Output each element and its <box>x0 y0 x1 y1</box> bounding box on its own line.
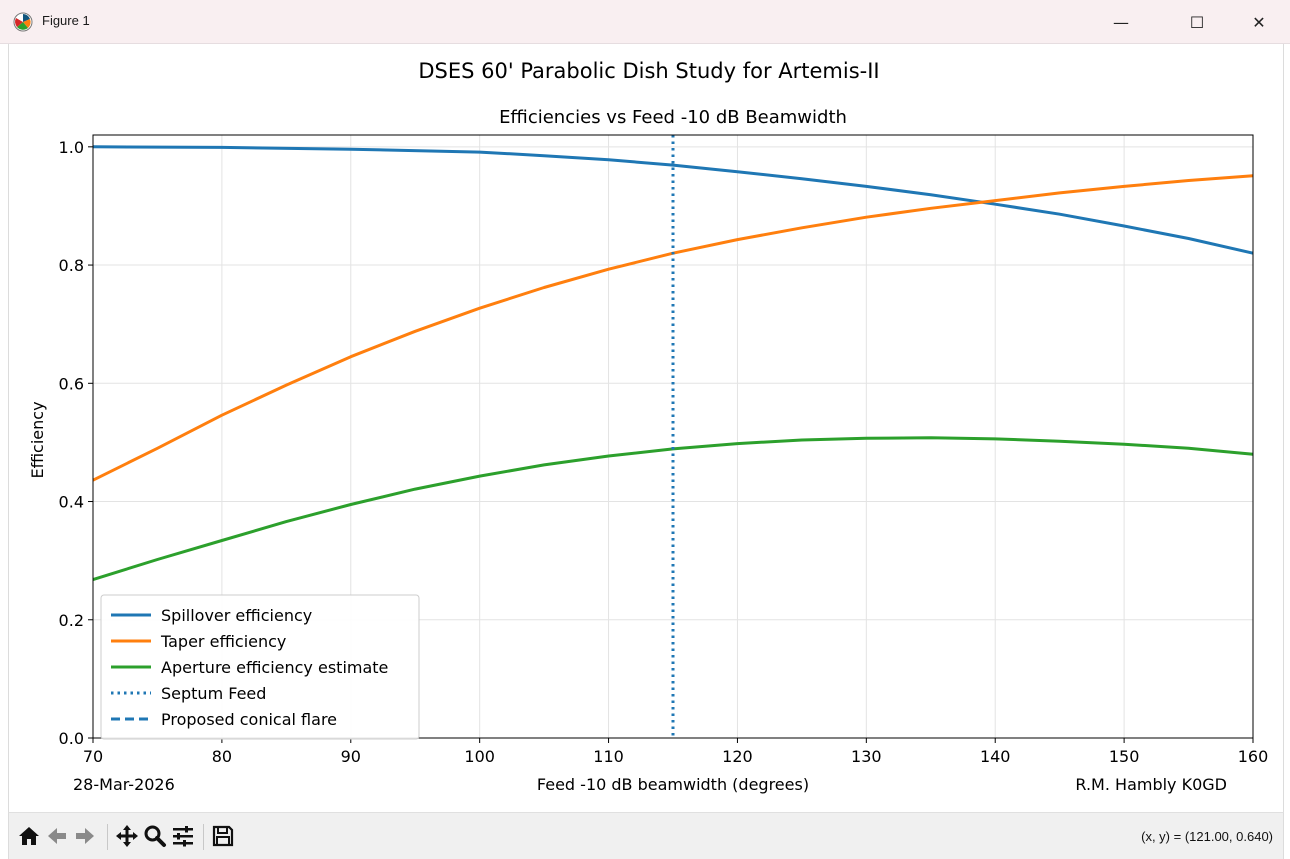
x-tick-label: 160 <box>1238 747 1269 766</box>
axis-ticks: 70 80 90 100 110 120 130 140 150 160 0.0 0.2 0.4 0.6 0… <box>59 138 1269 766</box>
toolbar-separator <box>107 824 108 850</box>
home-icon[interactable] <box>15 822 43 850</box>
matplotlib-logo-icon <box>13 12 33 32</box>
maximize-icon: ☐ <box>1189 12 1205 32</box>
zoom-icon[interactable] <box>141 822 169 850</box>
y-tick-label: 0.6 <box>59 374 84 393</box>
legend-label: Proposed conical flare <box>161 710 337 729</box>
save-icon[interactable] <box>209 822 237 850</box>
x-axis-label: Feed -10 dB beamwidth (degrees) <box>537 775 809 794</box>
axes-frame <box>92 134 1254 739</box>
chart: DSES 60' Parabolic Dish Study for Artemi… <box>28 59 1269 794</box>
legend-label: Septum Feed <box>161 684 266 703</box>
legend-label: Aperture efficiency estimate <box>161 658 388 677</box>
pan-icon[interactable] <box>113 822 141 850</box>
y-tick-label: 0.8 <box>59 256 84 275</box>
x-tick-label: 130 <box>851 747 882 766</box>
x-tick-label: 140 <box>980 747 1011 766</box>
footer-date: 28-Mar-2026 <box>73 775 175 794</box>
series-line <box>92 145 1254 255</box>
figure-suptitle: DSES 60' Parabolic Dish Study for Artemi… <box>418 59 879 83</box>
cursor-coordinates: (x, y) = (121.00, 0.640) <box>1141 829 1273 844</box>
x-tick-label: 150 <box>1109 747 1140 766</box>
x-tick-label: 120 <box>722 747 753 766</box>
minimize-icon: — <box>1113 12 1129 32</box>
navigation-toolbar: (x, y) = (121.00, 0.640) <box>8 812 1284 859</box>
x-tick-label: 70 <box>83 747 103 766</box>
y-tick-label: 0.2 <box>59 611 84 630</box>
legend-label: Taper efficiency <box>160 632 286 651</box>
window-title: Figure 1 <box>42 13 90 28</box>
y-tick-label: 0.0 <box>59 729 84 748</box>
close-button[interactable]: ✕ <box>1236 0 1282 44</box>
maximize-button[interactable]: ☐ <box>1174 0 1220 44</box>
y-axis-label: Efficiency <box>28 401 47 478</box>
figure-canvas[interactable]: DSES 60' Parabolic Dish Study for Artemi… <box>8 44 1284 812</box>
forward-icon[interactable] <box>71 822 99 850</box>
window-titlebar: Figure 1 — ☐ ✕ <box>0 0 1290 44</box>
x-tick-label: 100 <box>464 747 495 766</box>
y-tick-label: 1.0 <box>59 138 84 157</box>
back-icon[interactable] <box>43 822 71 850</box>
plot-lines <box>92 135 1254 738</box>
toolbar-separator <box>203 824 204 850</box>
legend-label: Spillover efficiency <box>161 606 312 625</box>
x-tick-label: 90 <box>341 747 361 766</box>
x-tick-label: 80 <box>212 747 232 766</box>
y-tick-label: 0.4 <box>59 493 84 512</box>
legend-box <box>100 594 420 740</box>
minimize-button[interactable]: — <box>1098 0 1144 44</box>
legend: Spillover efficiency Taper efficiency Aper… <box>100 594 420 740</box>
configure-subplots-icon[interactable] <box>169 822 197 850</box>
close-icon: ✕ <box>1252 12 1266 32</box>
chart-title: Efficiencies vs Feed -10 dB Beamwidth <box>499 107 847 128</box>
x-tick-label: 110 <box>593 747 624 766</box>
footer-author: R.M. Hambly K0GD <box>1075 775 1227 794</box>
